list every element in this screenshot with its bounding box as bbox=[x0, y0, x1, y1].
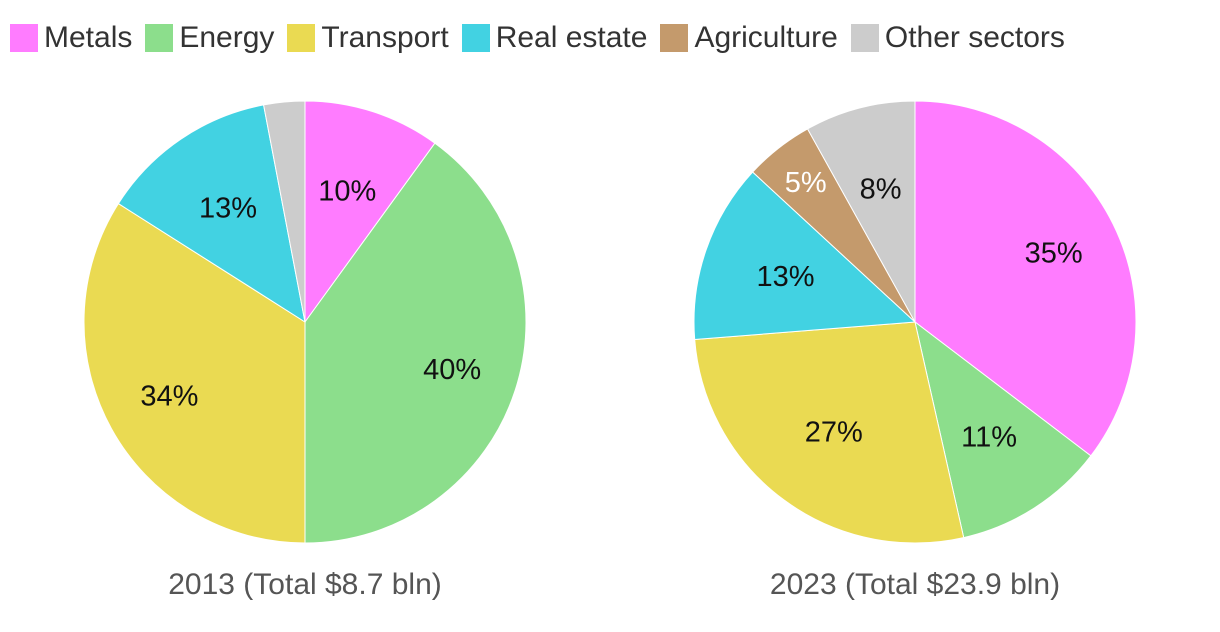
pie-0-slice-real-estate bbox=[117, 104, 306, 324]
legend-swatch-other-sectors bbox=[850, 24, 879, 52]
legend-item-transport: Transport bbox=[287, 18, 449, 58]
legend-swatch-metals bbox=[10, 24, 38, 52]
legend-swatch-transport bbox=[287, 24, 316, 52]
legend-item-energy: Energy bbox=[145, 18, 274, 58]
pie-0-label-energy: 40% bbox=[423, 354, 481, 386]
pie-1: 35% 11% 27% 13% 5% 8% 2023 (Total $23.9 bln) bbox=[693, 100, 1137, 601]
legend-label-other-sectors: Other sectors bbox=[884, 21, 1065, 54]
pie-1-slice-metals bbox=[914, 100, 1137, 457]
pie-1-slice-real-estate bbox=[693, 171, 917, 341]
pie-0-title: 2013 (Total $8.7 bln) bbox=[168, 568, 442, 601]
pie-1-slice-other-sectors bbox=[806, 100, 916, 324]
pie-1-label-other-sectors: 8% bbox=[860, 173, 902, 205]
legend: Metals Energy Transport Real estate Agri… bbox=[10, 18, 1078, 58]
pie-0-slice-other-sectors bbox=[263, 100, 306, 323]
legend-swatch-agriculture bbox=[660, 24, 689, 52]
pie-0-label-metals: 10% bbox=[318, 176, 376, 208]
pie-0-slice-transport bbox=[83, 202, 306, 544]
legend-item-agriculture: Agriculture bbox=[660, 18, 838, 58]
pie-1-title: 2023 (Total $23.9 bln) bbox=[770, 568, 1060, 601]
pie-1-label-energy: 11% bbox=[961, 421, 1017, 453]
pie-1-label-agriculture: 5% bbox=[785, 167, 827, 199]
pie-0-label-real-estate: 13% bbox=[199, 193, 257, 225]
pie-1-label-real-estate: 13% bbox=[756, 261, 814, 293]
pie-0-slice-metals bbox=[304, 100, 436, 324]
pie-0-slice-energy bbox=[304, 142, 527, 544]
legend-item-other-sectors: Other sectors bbox=[850, 18, 1065, 58]
pie-1-slice-energy bbox=[914, 320, 1092, 539]
legend-label-agriculture: Agriculture bbox=[694, 21, 838, 54]
legend-label-real-estate: Real estate bbox=[495, 21, 648, 54]
pie-1-label-transport: 27% bbox=[805, 416, 863, 448]
legend-label-transport: Transport bbox=[321, 21, 449, 54]
legend-item-real-estate: Real estate bbox=[461, 18, 648, 58]
pie-1-slice-transport bbox=[694, 321, 965, 544]
legend-label-metals: Metals bbox=[44, 21, 133, 54]
pie-0-label-transport: 34% bbox=[140, 381, 198, 413]
legend-item-metals: Metals bbox=[10, 18, 132, 58]
legend-label-energy: Energy bbox=[179, 21, 275, 54]
legend-swatch-real-estate bbox=[461, 24, 490, 52]
legend-swatch-energy bbox=[145, 24, 174, 52]
pie-1-label-metals: 35% bbox=[1025, 237, 1083, 269]
pie-0: 10% 40% 34% 13% 2013 (Total $8.7 bln) bbox=[83, 100, 527, 601]
